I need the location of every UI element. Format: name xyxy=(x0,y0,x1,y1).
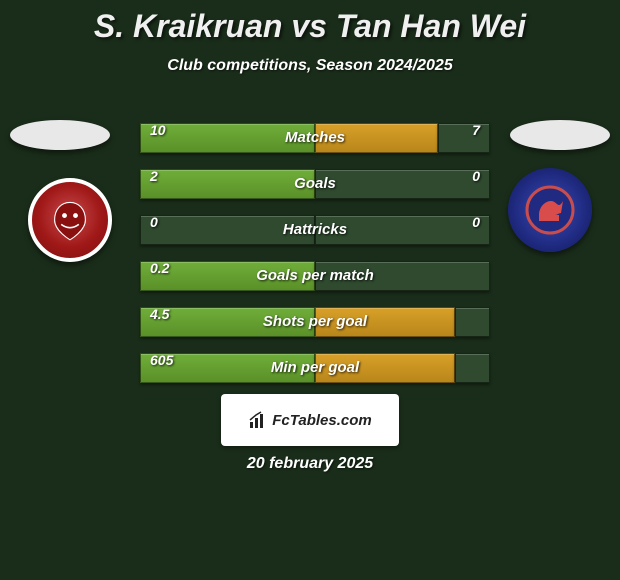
bar-right-fill xyxy=(315,169,490,199)
stat-value-right: 0 xyxy=(472,161,480,191)
stat-value-left: 2 xyxy=(150,161,158,191)
bar-right-fill xyxy=(315,123,438,153)
bar-right-fill xyxy=(315,261,490,291)
club-crest-icon xyxy=(48,198,92,242)
bar-left-fill xyxy=(140,169,315,199)
stat-value-right: 7 xyxy=(472,115,480,145)
stat-value-left: 0 xyxy=(150,207,158,237)
stat-row: 605Min per goal xyxy=(140,345,490,391)
club-badge-right xyxy=(508,168,592,252)
stat-value-left: 10 xyxy=(150,115,166,145)
stat-value-right: 0 xyxy=(472,207,480,237)
bar-left-fill xyxy=(140,215,315,245)
club-crest-icon xyxy=(525,185,575,235)
bar-right-fill xyxy=(315,307,455,337)
stat-row: 4.5Shots per goal xyxy=(140,299,490,345)
bar-right-fill xyxy=(315,215,490,245)
stat-row: 20Goals xyxy=(140,161,490,207)
watermark-text: FcTables.com xyxy=(272,412,371,429)
player-photo-right xyxy=(510,120,610,150)
page-title: S. Kraikruan vs Tan Han Wei xyxy=(0,0,620,45)
stat-value-left: 605 xyxy=(150,345,173,375)
subtitle: Club competitions, Season 2024/2025 xyxy=(0,57,620,75)
player-photo-left xyxy=(10,120,110,150)
bar-left-fill xyxy=(140,123,315,153)
stat-value-left: 0.2 xyxy=(150,253,169,283)
chart-icon xyxy=(248,410,268,430)
stat-row: 00Hattricks xyxy=(140,207,490,253)
stat-value-left: 4.5 xyxy=(150,299,169,329)
comparison-chart: 107Matches20Goals00Hattricks0.2Goals per… xyxy=(140,115,490,391)
footer-date: 20 february 2025 xyxy=(0,455,620,473)
watermark[interactable]: FcTables.com xyxy=(221,394,399,446)
bar-right-fill xyxy=(315,353,455,383)
club-badge-left xyxy=(28,178,112,262)
stat-row: 107Matches xyxy=(140,115,490,161)
stat-row: 0.2Goals per match xyxy=(140,253,490,299)
